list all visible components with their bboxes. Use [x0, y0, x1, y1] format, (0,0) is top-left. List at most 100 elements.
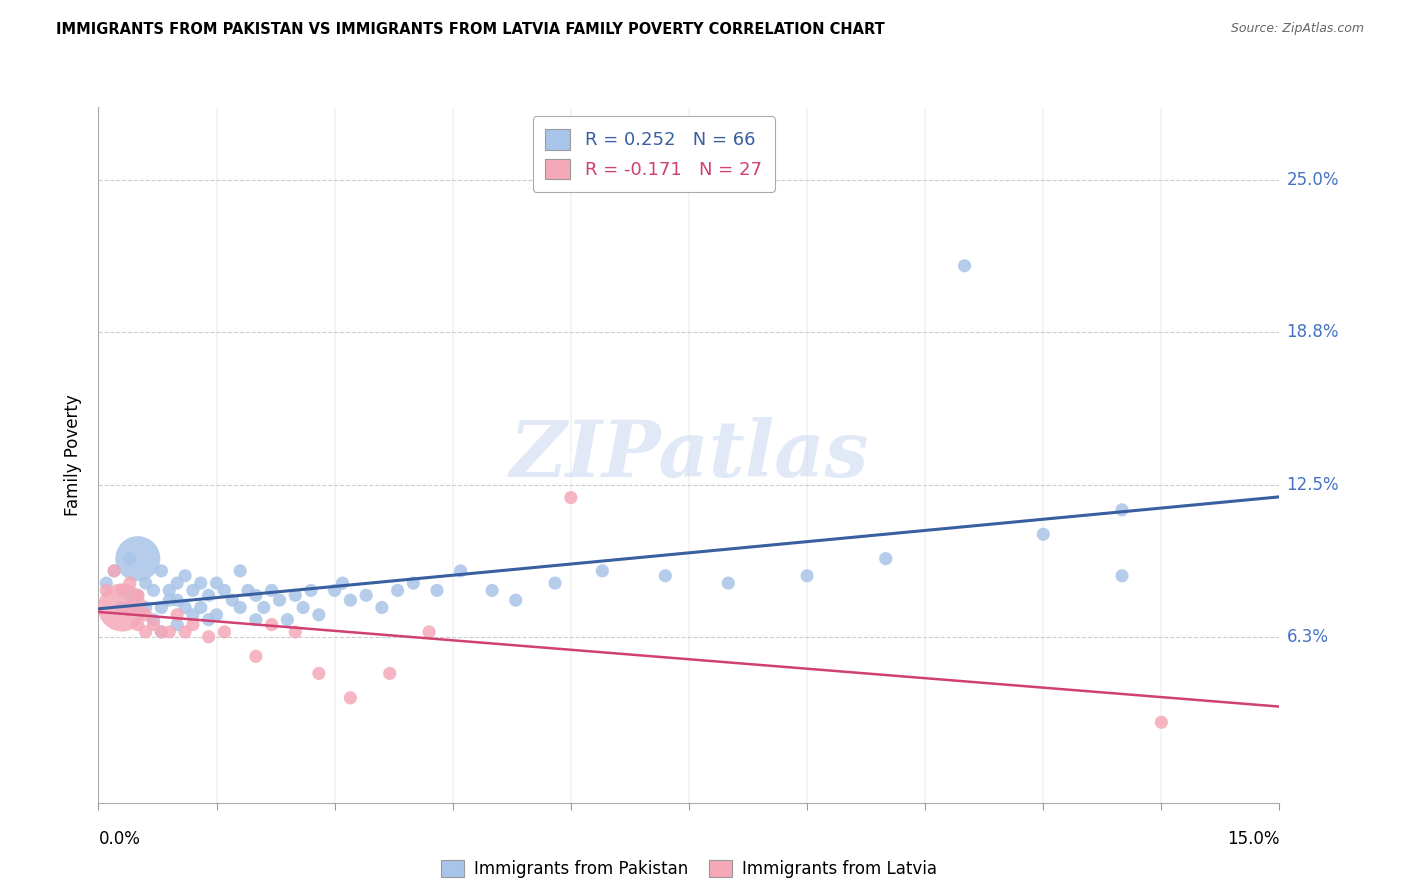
Point — [450, 564, 472, 578]
Point — [142, 583, 165, 598]
Text: ZIPatlas: ZIPatlas — [509, 417, 869, 493]
Point — [236, 583, 259, 598]
Point — [308, 666, 330, 681]
Point — [142, 617, 165, 632]
Point — [127, 588, 149, 602]
Point — [127, 588, 149, 602]
Point — [1111, 503, 1133, 517]
Point — [197, 630, 219, 644]
Point — [269, 593, 291, 607]
Point — [323, 583, 346, 598]
Text: 18.8%: 18.8% — [1286, 323, 1339, 341]
Point — [135, 576, 157, 591]
Point — [378, 666, 401, 681]
Point — [796, 568, 818, 582]
Point — [339, 593, 361, 607]
Point — [292, 600, 315, 615]
Point — [166, 607, 188, 622]
Point — [245, 588, 267, 602]
Point — [214, 624, 236, 639]
Point — [166, 593, 188, 607]
Point — [166, 576, 188, 591]
Point — [190, 576, 212, 591]
Y-axis label: Family Poverty: Family Poverty — [65, 394, 83, 516]
Point — [402, 576, 425, 591]
Point — [118, 576, 141, 591]
Text: 25.0%: 25.0% — [1286, 171, 1339, 189]
Point — [111, 600, 134, 615]
Point — [284, 624, 307, 639]
Point — [197, 588, 219, 602]
Point — [111, 600, 134, 615]
Point — [332, 576, 354, 591]
Text: 6.3%: 6.3% — [1286, 628, 1329, 646]
Point — [118, 551, 141, 566]
Point — [181, 607, 204, 622]
Point — [103, 564, 125, 578]
Point — [174, 600, 197, 615]
Point — [135, 607, 157, 622]
Point — [157, 583, 180, 598]
Point — [150, 624, 173, 639]
Point — [150, 624, 173, 639]
Point — [135, 624, 157, 639]
Point — [253, 600, 276, 615]
Text: IMMIGRANTS FROM PAKISTAN VS IMMIGRANTS FROM LATVIA FAMILY POVERTY CORRELATION CH: IMMIGRANTS FROM PAKISTAN VS IMMIGRANTS F… — [56, 22, 884, 37]
Point — [1032, 527, 1054, 541]
Point — [591, 564, 613, 578]
Point — [1111, 568, 1133, 582]
Point — [190, 600, 212, 615]
Point — [276, 613, 298, 627]
Point — [181, 583, 204, 598]
Point — [96, 583, 118, 598]
Point — [245, 649, 267, 664]
Text: 12.5%: 12.5% — [1286, 476, 1339, 494]
Point — [135, 600, 157, 615]
Point — [127, 617, 149, 632]
Point — [544, 576, 567, 591]
Point — [150, 564, 173, 578]
Point — [418, 624, 440, 639]
Point — [245, 613, 267, 627]
Point — [214, 583, 236, 598]
Point — [157, 624, 180, 639]
Point — [560, 491, 582, 505]
Point — [174, 624, 197, 639]
Text: Source: ZipAtlas.com: Source: ZipAtlas.com — [1230, 22, 1364, 36]
Point — [354, 588, 377, 602]
Point — [260, 617, 283, 632]
Point — [229, 600, 252, 615]
Point — [953, 259, 976, 273]
Point — [339, 690, 361, 705]
Point — [96, 576, 118, 591]
Point — [205, 576, 228, 591]
Point — [654, 568, 676, 582]
Point — [481, 583, 503, 598]
Point — [127, 551, 149, 566]
Point — [426, 583, 449, 598]
Point — [1150, 715, 1173, 730]
Point — [111, 583, 134, 598]
Point — [197, 613, 219, 627]
Point — [371, 600, 394, 615]
Point — [127, 600, 149, 615]
Point — [284, 588, 307, 602]
Point — [103, 564, 125, 578]
Point — [221, 593, 243, 607]
Point — [205, 607, 228, 622]
Text: 0.0%: 0.0% — [98, 830, 141, 847]
Point — [118, 588, 141, 602]
Text: 15.0%: 15.0% — [1227, 830, 1279, 847]
Point — [717, 576, 740, 591]
Point — [181, 617, 204, 632]
Point — [118, 600, 141, 615]
Point — [299, 583, 322, 598]
Point — [229, 564, 252, 578]
Point — [166, 617, 188, 632]
Point — [150, 600, 173, 615]
Point — [875, 551, 897, 566]
Point — [260, 583, 283, 598]
Point — [142, 613, 165, 627]
Point — [387, 583, 409, 598]
Point — [505, 593, 527, 607]
